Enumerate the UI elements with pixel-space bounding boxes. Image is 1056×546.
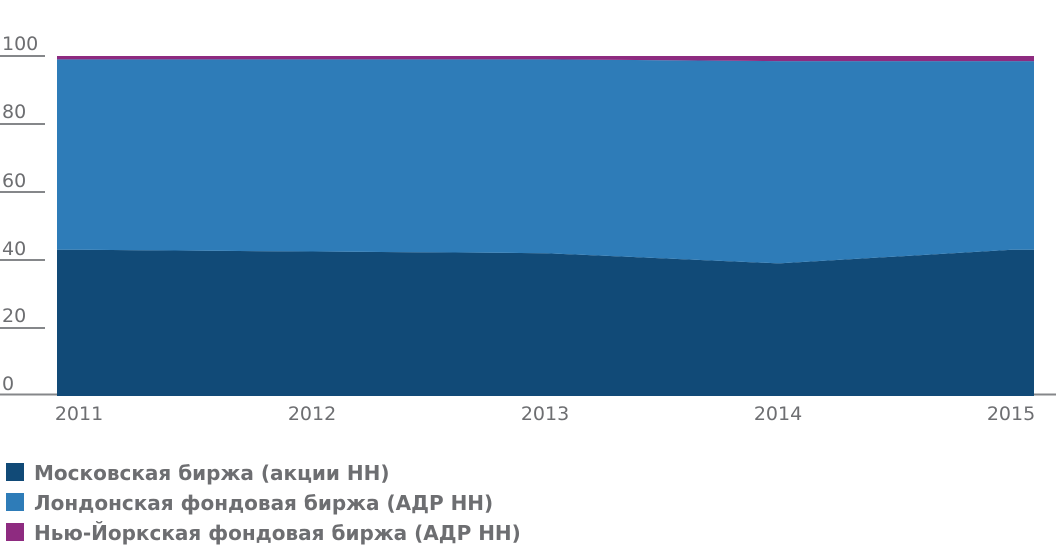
y-tick-label-80: 80 [2,101,27,123]
legend-swatch-lse-icon [6,493,24,511]
legend: Московская биржа (акции НН) Лондонская ф… [6,461,521,546]
y-axis-tick-line [0,55,45,57]
x-tick-label-2014: 2014 [753,403,803,425]
x-tick-label-2013: 2013 [520,403,570,425]
x-tick-label-2012: 2012 [287,403,337,425]
area-series-2 [57,56,1034,62]
legend-label-moex: Московская биржа (акции НН) [34,461,390,485]
legend-item-moex: Московская биржа (акции НН) [6,461,521,491]
legend-swatch-moex-icon [6,463,24,481]
y-axis-tick-line [0,191,45,193]
y-tick-label-20: 20 [2,305,27,327]
y-tick-label-0: 0 [2,373,15,395]
legend-item-lse: Лондонская фондовая биржа (АДР НН) [6,491,521,521]
legend-item-nyse: Нью-Йоркская фондовая биржа (АДР НН) [6,521,521,546]
legend-label-nyse: Нью-Йоркская фондовая биржа (АДР НН) [34,521,521,545]
legend-swatch-nyse-icon [6,523,24,541]
y-axis-tick-line [0,327,45,329]
area-series-1 [57,59,1034,264]
x-tick-label-2011: 2011 [54,403,104,425]
x-tick-label-2015: 2015 [986,403,1036,425]
legend-label-lse: Лондонская фондовая биржа (АДР НН) [34,491,494,515]
y-tick-label-60: 60 [2,170,27,192]
y-axis-tick-line [0,259,45,261]
y-tick-label-40: 40 [2,238,27,260]
y-axis-tick-line [0,123,45,125]
y-tick-label-100: 100 [2,33,39,55]
area-series-0 [57,249,1034,396]
